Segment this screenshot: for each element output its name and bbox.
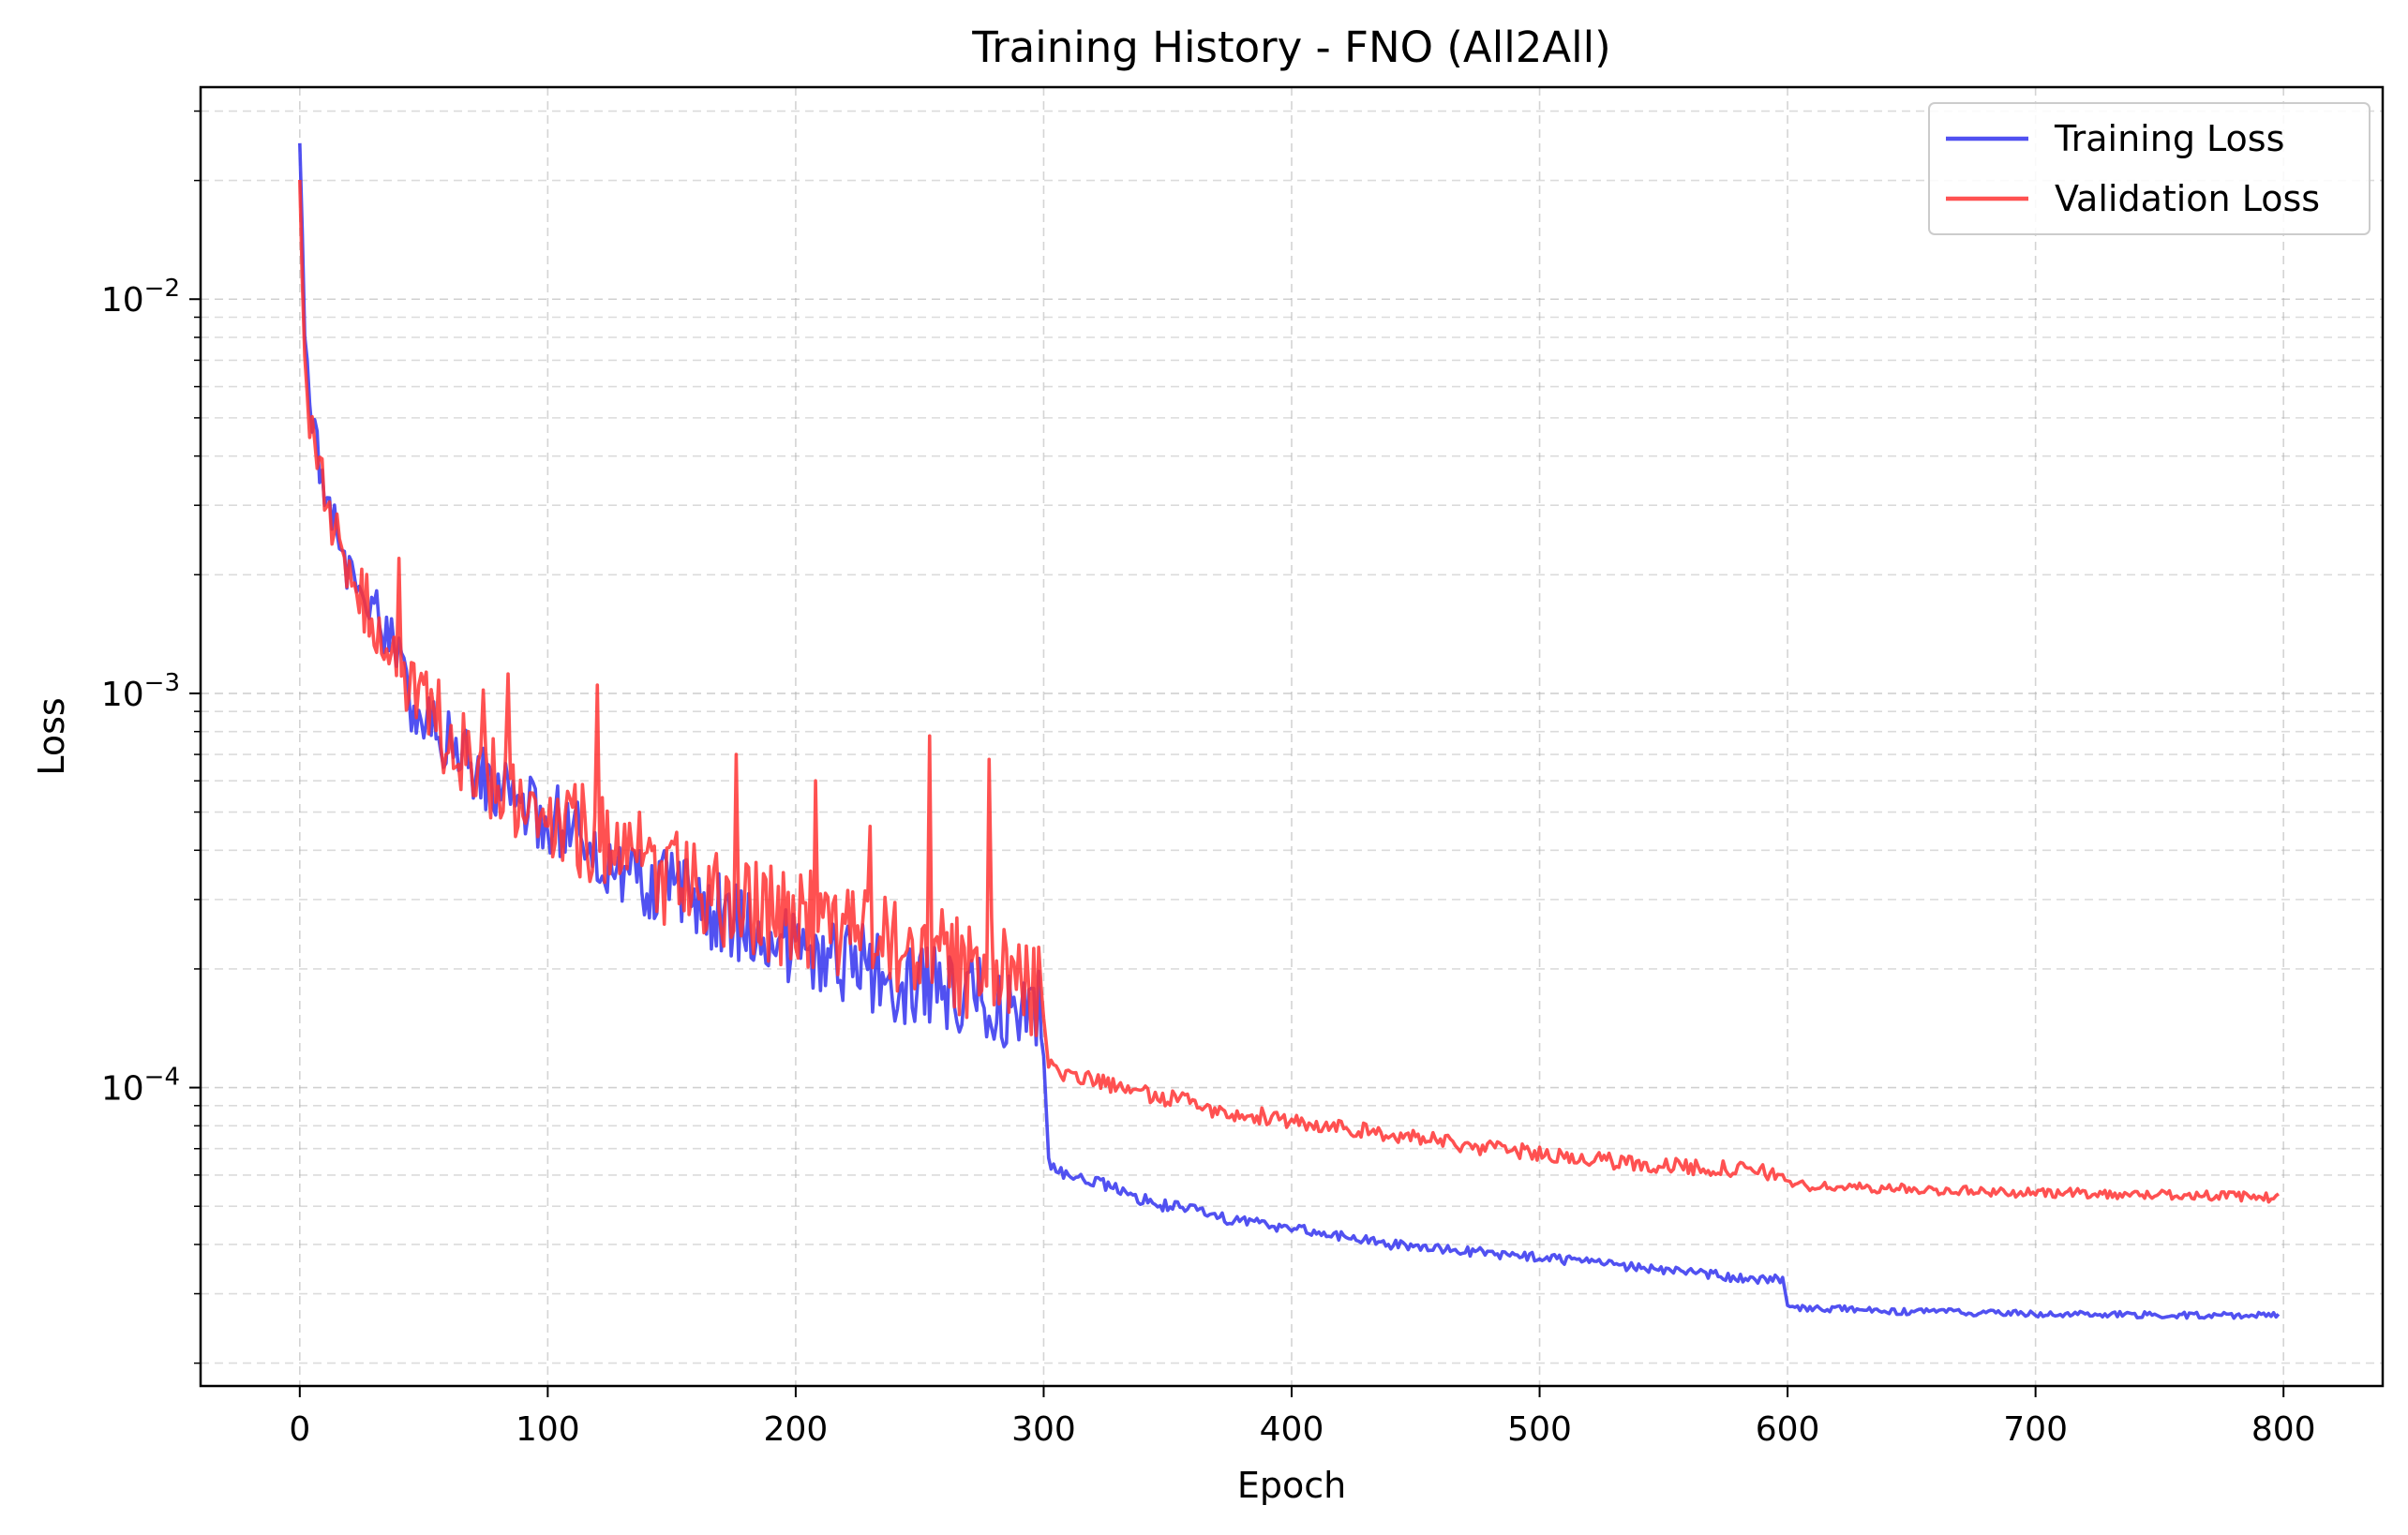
training-loss-line — [298, 142, 2281, 1320]
x-tick-label: 100 — [516, 1410, 580, 1449]
x-tick-label: 300 — [1011, 1410, 1076, 1449]
x-tick-label: 500 — [1507, 1410, 1572, 1449]
y-axis: 10−2 10−3 10−4 — [101, 110, 201, 1364]
x-tick-label: 800 — [2251, 1410, 2316, 1449]
x-axis: 0 100 200 300 400 500 600 700 800 — [289, 1386, 2316, 1449]
x-axis-label: Epoch — [1237, 1465, 1346, 1506]
x-tick-label: 200 — [764, 1410, 829, 1449]
grid — [201, 87, 2383, 1386]
legend-label-training: Training Loss — [2054, 118, 2284, 159]
x-tick-label: 400 — [1260, 1410, 1324, 1449]
y-tick-label: 10−2 — [101, 275, 180, 320]
y-axis-label: Loss — [31, 697, 72, 775]
y-tick-label: 10−3 — [101, 669, 180, 714]
legend: Training Loss Validation Loss — [1928, 102, 2371, 235]
validation-loss-line — [298, 179, 2280, 1204]
chart-title: Training History - FNO (All2All) — [971, 22, 1610, 72]
x-tick-label: 0 — [289, 1410, 310, 1449]
series-lines — [298, 142, 2281, 1320]
x-tick-label: 600 — [1756, 1410, 1820, 1449]
y-tick-label: 10−4 — [101, 1064, 180, 1109]
legend-label-validation: Validation Loss — [2055, 178, 2320, 219]
x-tick-label: 700 — [2003, 1410, 2068, 1449]
legend-box — [1928, 102, 2371, 235]
